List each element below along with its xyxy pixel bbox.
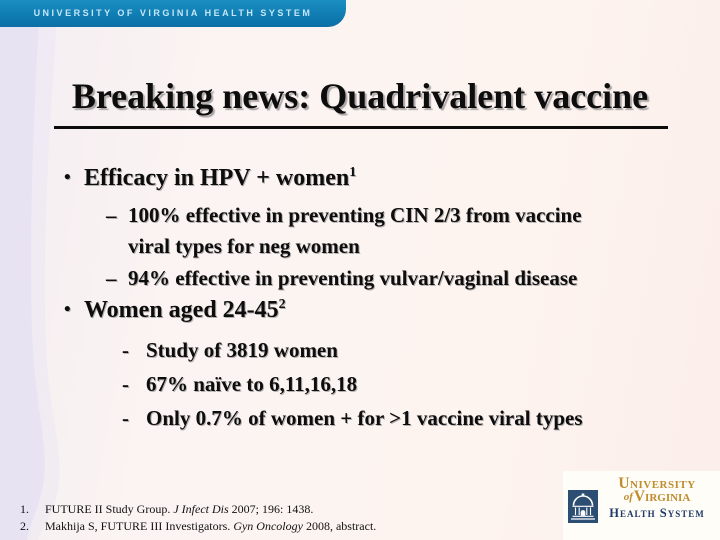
- reference-text: Makhija S, FUTURE III Investigators. Gyn…: [45, 519, 377, 533]
- uva-logo: University ofVirginia Health System: [563, 471, 720, 540]
- logo-health-system: Health System: [609, 506, 705, 520]
- bullet-dot-icon: •: [64, 167, 71, 188]
- uva-health-system-banner: UNIVERSITY OF VIRGINIA HEALTH SYSTEM: [0, 0, 346, 27]
- slide-title: Breaking news: Quadrivalent vaccine: [71, 76, 649, 116]
- sub-bullet-study: - Study of 3819 women: [122, 335, 682, 366]
- reference-text: FUTURE II Study Group. J Infect Dis 2007…: [45, 502, 314, 516]
- banner-text: UNIVERSITY OF VIRGINIA HEALTH SYSTEM: [33, 8, 313, 18]
- dash-icon: –: [106, 266, 117, 290]
- reference-1: 1. FUTURE II Study Group. J Infect Dis 20…: [20, 501, 580, 518]
- logo-university: University: [618, 475, 696, 492]
- dash-icon: -: [122, 338, 129, 362]
- uva-logo-text: University ofVirginia Health System: [596, 475, 718, 520]
- reference-number: 1.: [20, 502, 29, 516]
- bullet-text: Women aged 24-45: [84, 297, 279, 323]
- sub-bullet-text: Only 0.7% of women + for >1 vaccine vira…: [146, 406, 583, 430]
- dash-icon: -: [122, 406, 129, 430]
- title-underline: [54, 126, 668, 129]
- logo-of-virginia: ofVirginia: [596, 488, 718, 505]
- logo-of: of: [623, 491, 633, 503]
- bullet-item-women-aged: • Women aged 24-452: [64, 297, 684, 324]
- rotunda-icon: [568, 490, 598, 523]
- superscript-ref: 2: [278, 297, 286, 312]
- sub-bullet-text: 67% naïve to 6,11,16,18: [146, 372, 358, 396]
- reference-number: 2.: [20, 519, 29, 533]
- dash-icon: -: [122, 372, 129, 396]
- dash-icon: –: [106, 203, 117, 227]
- sub-bullet-text: 94% effective in preventing vulvar/vagin…: [128, 266, 578, 290]
- bullet-item-efficacy: • Efficacy in HPV + women1: [64, 165, 684, 192]
- sub-bullet-naive: - 67% naïve to 6,11,16,18: [122, 369, 682, 400]
- logo-virginia: Virginia: [633, 488, 691, 505]
- reference-2: 2. Makhija S, FUTURE III Investigators. G…: [20, 518, 580, 535]
- bullet-text: Efficacy in HPV + women: [84, 165, 350, 191]
- superscript-ref: 1: [349, 165, 357, 180]
- sub-bullet-only: - Only 0.7% of women + for >1 vaccine vi…: [122, 403, 692, 434]
- sub-bullet-94pct: – 94% effective in preventing vulvar/vag…: [106, 263, 666, 294]
- sub-bullet-100pct: – 100% effective in preventing CIN 2/3 f…: [106, 200, 618, 262]
- sub-bullet-text: 100% effective in preventing CIN 2/3 fro…: [128, 203, 582, 258]
- sub-bullet-text: Study of 3819 women: [146, 338, 338, 362]
- bullet-dot-icon: •: [64, 299, 71, 320]
